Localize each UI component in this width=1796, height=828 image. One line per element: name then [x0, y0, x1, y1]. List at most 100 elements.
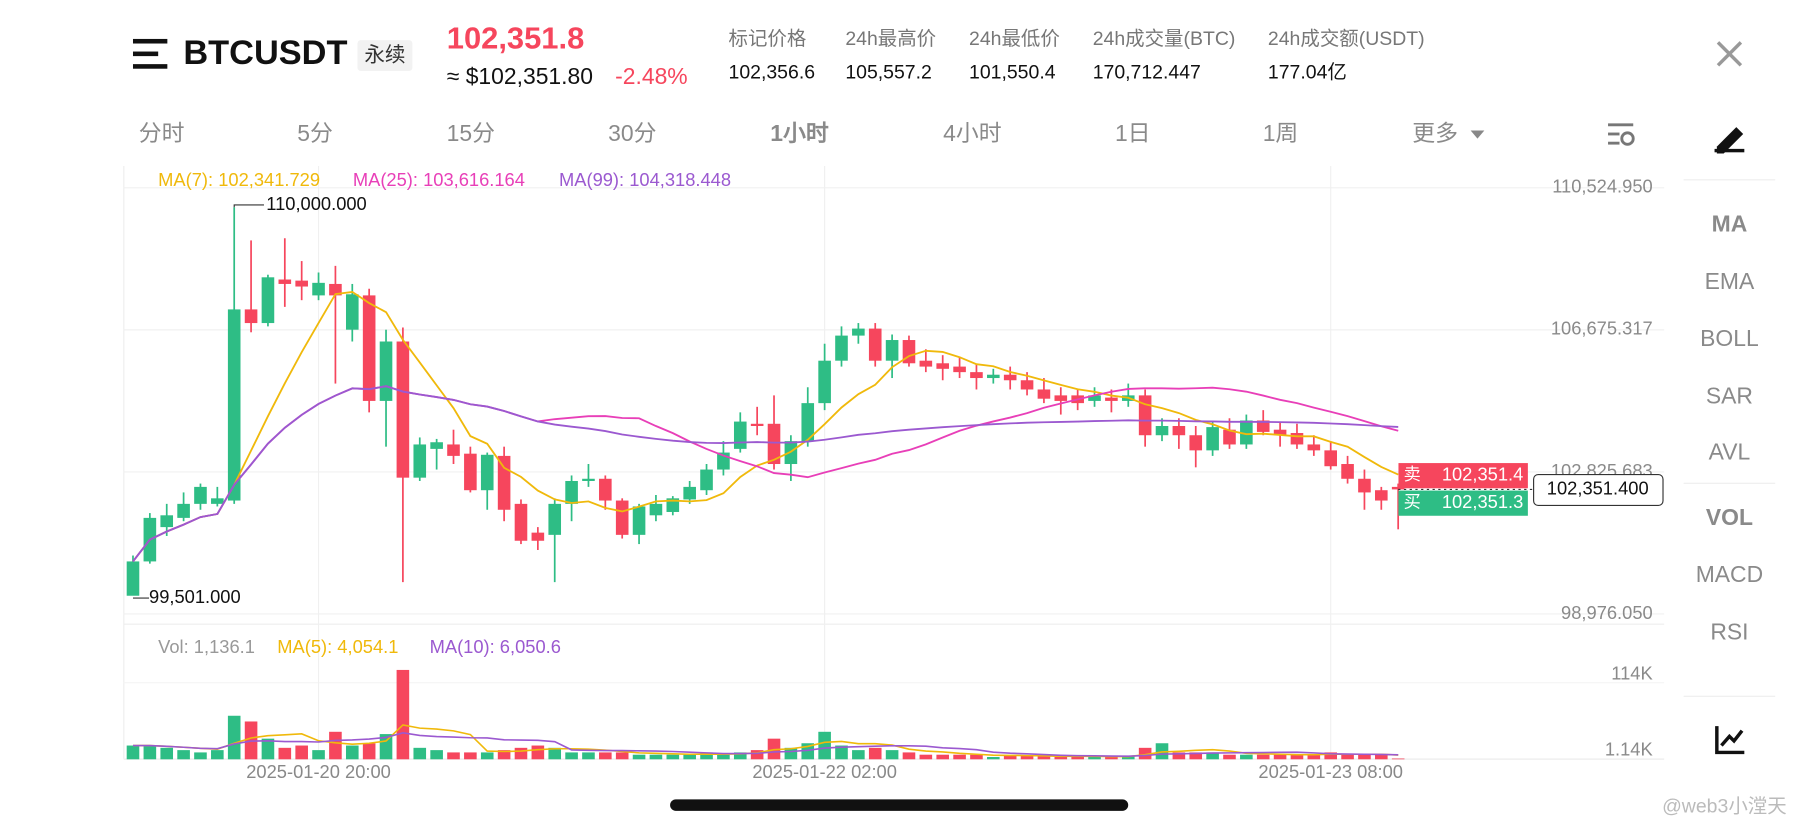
candle-body	[329, 283, 342, 296]
indicator[interactable]: MA	[1712, 211, 1748, 237]
symbol[interactable]: BTCUSDT	[183, 34, 347, 72]
candle-body	[278, 279, 292, 284]
menu-icon[interactable]	[132, 38, 168, 69]
indicator[interactable]: RSI	[1710, 618, 1748, 644]
indicator[interactable]: SAR	[1706, 382, 1753, 408]
y-tick-label: 98,976.050	[1561, 602, 1653, 623]
candle-body	[126, 561, 140, 596]
volume-bar	[987, 756, 1000, 760]
low-label: 99,501.000	[149, 586, 241, 607]
candle-body	[683, 486, 696, 500]
candle-body	[649, 503, 663, 516]
candle-body	[733, 421, 747, 449]
volume-bar	[1020, 755, 1034, 760]
candle-body	[1088, 395, 1101, 401]
volume-bar	[548, 747, 562, 760]
candle-body	[666, 498, 680, 512]
volume-bar	[480, 752, 494, 760]
timeframe-tab[interactable]: 15分	[447, 120, 495, 146]
volume-bar	[970, 754, 983, 760]
volume-bar	[599, 752, 612, 760]
indicator[interactable]: AVL	[1709, 439, 1751, 465]
change: -2.48%	[615, 63, 688, 89]
vol-label: Vol: 1,136.1	[158, 636, 255, 657]
indicator[interactable]: MACD	[1696, 561, 1763, 587]
candle-body	[565, 480, 578, 504]
volume-bar	[211, 750, 224, 760]
timeframe-tab[interactable]: 30分	[608, 120, 656, 146]
timeframe-tab[interactable]: 1小时	[770, 120, 829, 146]
volume-bar	[143, 745, 157, 760]
volume-bar	[345, 745, 359, 760]
ma-line	[132, 385, 1399, 562]
indicator[interactable]: VOL	[1706, 504, 1753, 530]
volume-bar	[160, 747, 174, 760]
ma-line	[132, 385, 1399, 562]
stat-value: 105,557.2	[845, 61, 932, 83]
indicator[interactable]: BOLL	[1700, 325, 1759, 351]
stat-value: 177.04亿	[1268, 61, 1347, 83]
timeframe-tab[interactable]: 更多	[1412, 120, 1458, 146]
last-price: 102,351.8	[447, 20, 584, 55]
candle-body	[1037, 389, 1051, 399]
volume-bar	[464, 752, 477, 760]
indicator[interactable]: EMA	[1705, 268, 1755, 294]
candle-body	[227, 309, 241, 501]
vol-label: MA(5): 4,054.1	[277, 636, 398, 657]
volume-bar	[717, 754, 730, 760]
candle-body	[295, 280, 308, 287]
volume-bar	[784, 747, 798, 760]
x-tick-label: 2025-01-23 08:00	[1258, 761, 1403, 782]
volume-bar	[396, 669, 410, 760]
volume-bar	[447, 752, 460, 760]
volume-bar	[852, 750, 865, 760]
y-tick-label: 106,675.317	[1551, 318, 1653, 339]
ma-label: MA(25): 103,616.164	[353, 169, 525, 190]
candle-body	[514, 503, 528, 541]
candle-body	[447, 444, 460, 456]
volume-bar	[1071, 756, 1084, 760]
timeframe-tab[interactable]: 5分	[297, 120, 333, 146]
candle-body	[599, 478, 612, 501]
draw-icon[interactable]	[1714, 127, 1745, 154]
timeframe-tab[interactable]: 4小时	[943, 120, 1002, 146]
candle-body	[885, 340, 899, 361]
volume-bar	[1273, 754, 1287, 760]
volume-bar	[1341, 754, 1354, 760]
settings-icon[interactable]	[1608, 123, 1635, 146]
volume-bar	[1375, 754, 1388, 760]
volume-bar	[261, 738, 275, 760]
volume-bar	[700, 752, 713, 760]
candle-body	[1273, 429, 1287, 436]
stat-value: 170,712.447	[1093, 61, 1201, 83]
candle-body	[700, 469, 713, 491]
timeframe-tab[interactable]: 1周	[1263, 120, 1299, 146]
candle-body	[261, 277, 275, 324]
watermark: @web3小漟天	[1662, 796, 1787, 818]
volume-bar	[194, 752, 207, 760]
vol-ma-line	[132, 724, 1399, 758]
usd-price: ≈ $102,351.80	[447, 63, 593, 89]
vol-label: MA(10): 6,050.6	[430, 636, 561, 657]
candle-body	[1290, 433, 1304, 445]
candle-body	[548, 503, 562, 535]
candle-body	[312, 282, 325, 296]
candle-body	[1324, 450, 1338, 467]
candle-body	[1054, 395, 1068, 401]
candle-body	[1189, 435, 1203, 451]
order-price: 102,351.3	[1442, 491, 1523, 512]
candle-body	[497, 455, 511, 510]
timeframe-tab[interactable]: 分时	[139, 120, 185, 146]
volume-bar	[1037, 755, 1051, 760]
volume-bar	[936, 754, 950, 760]
volume-bar	[1358, 754, 1371, 760]
stat-label: 标记价格	[729, 28, 807, 50]
chart-icon[interactable]	[1715, 726, 1745, 755]
close-icon[interactable]	[1716, 41, 1743, 67]
volume-bar	[1223, 754, 1236, 760]
timeframe-tab[interactable]: 1日	[1115, 120, 1151, 146]
candle-body	[1240, 420, 1253, 445]
candle-body	[413, 444, 427, 478]
order-price: 102,351.4	[1442, 464, 1523, 485]
volume-bar	[379, 734, 393, 760]
